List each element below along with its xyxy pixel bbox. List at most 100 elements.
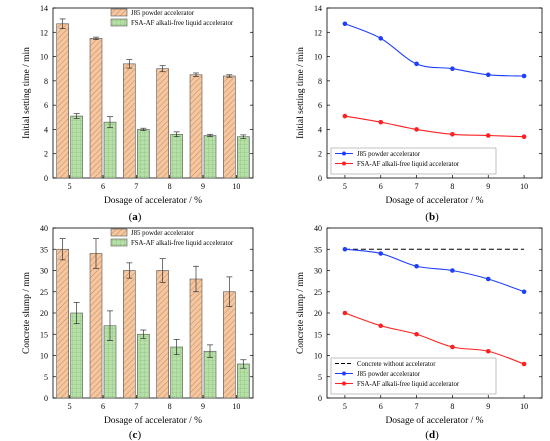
bar: [237, 363, 250, 399]
x-tick-label: 5: [343, 182, 347, 191]
legend-box: [330, 357, 497, 395]
x-axis-label: Dosage of accelerator / %: [104, 195, 202, 206]
data-point: [414, 127, 419, 132]
bar: [70, 312, 83, 399]
bar: [189, 278, 203, 399]
legend-marker: [342, 151, 346, 156]
legend-marker: [342, 381, 346, 386]
series-line: [344, 312, 525, 365]
legend-label: FSA-AF alkali-free liquid accelerator: [357, 161, 460, 168]
x-axis-label: Dosage of accelerator / %: [385, 415, 483, 426]
y-tick-label: 25: [40, 288, 48, 297]
data-point: [378, 323, 384, 329]
bar: [89, 38, 103, 179]
bar: [89, 253, 103, 399]
panel-label: (b): [425, 211, 439, 223]
x-tick-label: 6: [379, 402, 383, 411]
data-point: [342, 113, 348, 119]
plot-frame: [52, 7, 254, 179]
y-tick-label: 15: [314, 330, 322, 339]
x-axis-label: Dosage of accelerator / %: [104, 415, 202, 426]
bar: [70, 115, 83, 179]
y-axis-label: Initial setting time / min: [22, 47, 32, 139]
x-tick-label: 6: [379, 182, 383, 191]
bar: [123, 270, 136, 399]
y-tick-label: 5: [44, 373, 48, 382]
legend-label: FSA-AF alkali-free liquid accelerator: [131, 240, 234, 247]
x-tick-label: 7: [134, 182, 138, 191]
bar: [189, 74, 203, 179]
y-tick-label: 8: [44, 77, 48, 86]
x-tick-label: 7: [415, 182, 419, 191]
legend-box: [330, 147, 497, 175]
legend-swatch: [110, 238, 128, 247]
panel-label: (a): [129, 211, 142, 223]
y-tick-label: 4: [44, 125, 48, 134]
x-tick-label: 8: [450, 402, 454, 411]
bar: [223, 291, 236, 399]
data-point: [342, 21, 348, 27]
legend-label: J85 powder accelerator: [131, 10, 195, 17]
y-tick-label: 30: [40, 267, 48, 276]
y-tick-label: 12: [40, 28, 48, 37]
y-tick-label: 10: [40, 352, 48, 361]
y-tick-label: 6: [318, 101, 322, 110]
y-tick-label: 0: [318, 174, 322, 183]
x-tick-label: 8: [168, 402, 172, 411]
chart-panel-2: 0 2 4 6 8 10 12 14 5 6 7 8 9 10 Dosage of accelerator …: [296, 4, 543, 223]
y-tick-label: 2: [44, 150, 48, 159]
data-point: [521, 73, 527, 79]
series-line: [344, 115, 525, 138]
y-tick-label: 5: [318, 373, 322, 382]
legend-marker: [342, 371, 346, 376]
data-point: [450, 344, 455, 350]
x-tick-label: 9: [486, 182, 490, 191]
legend-label: FSA-AF alkali-free liquid accelerator: [131, 20, 234, 27]
y-tick-label: 20: [40, 309, 48, 318]
x-tick-label: 7: [415, 402, 419, 411]
legend-label: J85 powder accelerator: [357, 371, 421, 378]
legend-swatch: [110, 8, 128, 17]
y-tick-label: 4: [318, 125, 322, 134]
data-point: [378, 119, 384, 125]
chart-panel-4: 0 5 10 15 20 25 30 35 40 5 6 7 8 9 10 Dosage of acceler…: [296, 224, 543, 441]
data-point: [414, 263, 419, 269]
bar: [56, 23, 69, 179]
y-tick-label: 10: [314, 352, 322, 361]
panel-label: (c): [129, 429, 142, 441]
series-line: [344, 248, 525, 293]
y-tick-label: 25: [314, 288, 322, 297]
y-tick-label: 10: [314, 53, 322, 62]
data-point: [485, 72, 491, 78]
y-tick-label: 0: [44, 394, 48, 403]
bar: [103, 121, 117, 179]
y-tick-label: 2: [318, 150, 322, 159]
series-line: [344, 23, 525, 77]
legend-label: J85 powder accelerator: [131, 230, 195, 237]
x-tick-label: 9: [486, 402, 490, 411]
bar: [223, 75, 236, 179]
data-point: [485, 348, 491, 354]
x-tick-label: 5: [68, 402, 72, 411]
data-point: [378, 36, 384, 41]
x-tick-label: 5: [343, 402, 347, 411]
y-tick-label: 14: [314, 4, 322, 13]
bar: [137, 129, 150, 179]
data-point: [521, 289, 527, 295]
data-point: [485, 133, 491, 138]
bar: [123, 63, 136, 179]
data-point: [450, 66, 455, 72]
bar: [203, 135, 217, 179]
x-tick-label: 6: [101, 402, 105, 411]
legend-swatch: [110, 228, 128, 237]
y-tick-label: 15: [40, 330, 48, 339]
plot-frame: [326, 7, 543, 179]
x-tick-label: 8: [450, 182, 454, 191]
data-point: [342, 246, 348, 252]
legend-swatch: [110, 18, 128, 27]
bar: [170, 133, 183, 179]
y-axis-label: Concrete slump / mm: [22, 271, 32, 354]
data-point: [342, 310, 348, 316]
legend-label: FSA-AF alkali-free liquid accelerator: [357, 381, 460, 388]
